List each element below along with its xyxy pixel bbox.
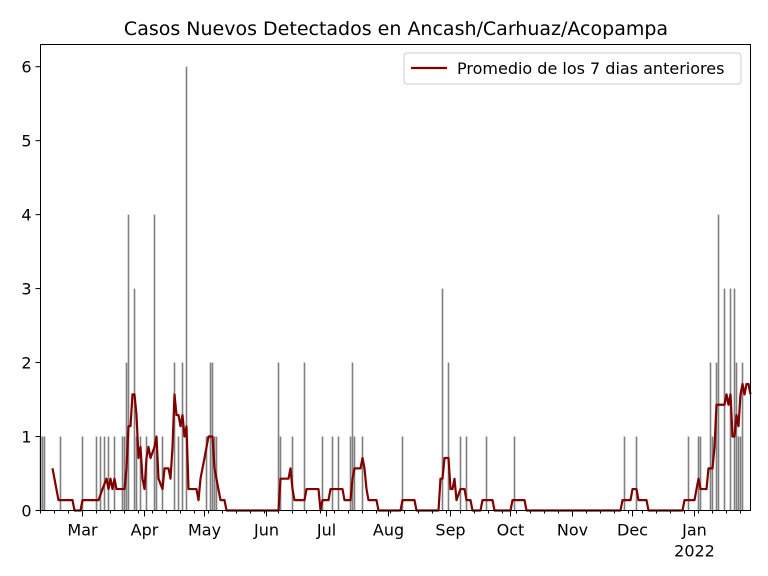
x-axis: Mar Apr May Jun Jul Aug Sep Oct Nov Dec Jan 2022	[40, 510, 741, 561]
bar-45	[465, 436, 468, 511]
x-tick-label-aug: Aug	[373, 521, 404, 540]
bar-8	[107, 436, 110, 511]
bar-44	[459, 436, 462, 511]
bar-47	[513, 436, 516, 511]
bar-63	[741, 362, 744, 511]
bar-32	[291, 436, 294, 511]
bars-group	[39, 66, 744, 511]
x-tick-label-nov: Nov	[557, 521, 588, 540]
bar-6	[99, 436, 102, 511]
bar-54	[711, 436, 714, 511]
bar-42	[441, 288, 444, 511]
bar-53	[709, 362, 712, 511]
bar-21	[173, 362, 176, 511]
bar-10	[121, 436, 124, 511]
bar-15	[135, 436, 138, 511]
bar-11	[123, 436, 126, 511]
bar-7	[103, 436, 106, 511]
bar-43	[447, 362, 450, 511]
bar-56	[717, 214, 720, 511]
bar-3	[59, 436, 62, 511]
y-tick-label-5: 5	[21, 132, 31, 151]
bar-59	[733, 288, 736, 511]
bar-24	[185, 66, 188, 511]
bar-12	[125, 362, 128, 511]
bar-62	[739, 436, 742, 511]
bar-30	[277, 362, 280, 511]
bar-36	[337, 436, 340, 511]
bar-52	[699, 436, 702, 511]
series-line-promedio	[51, 382, 752, 512]
bar-4	[81, 436, 84, 511]
y-tick-label-2: 2	[21, 354, 31, 373]
bar-48	[623, 436, 626, 511]
y-axis: 0 1 2 3 4 5 6	[21, 58, 41, 521]
bar-37	[349, 436, 352, 511]
bar-19	[155, 436, 158, 511]
bar-60	[735, 362, 738, 511]
bar-50	[687, 436, 690, 511]
bar-23	[181, 362, 184, 511]
x-tick-label-jan: Jan	[681, 521, 707, 540]
y-tick-label-0: 0	[21, 502, 31, 521]
legend-box	[403, 52, 742, 85]
x-tick-label-jul: Jul	[316, 521, 336, 540]
bar-13	[127, 214, 130, 511]
y-tick-label-4: 4	[21, 206, 31, 225]
x-tick-label-oct: Oct	[497, 521, 525, 540]
x-tick-label-sep: Sep	[435, 521, 465, 540]
bar-33	[303, 362, 306, 511]
bar-20	[161, 436, 164, 511]
x-tick-label-mar: Mar	[67, 521, 98, 540]
bar-5	[95, 436, 98, 511]
y-tick-label-1: 1	[21, 428, 31, 447]
bar-46	[485, 436, 488, 511]
x-year-label: 2022	[674, 542, 715, 561]
bar-40	[361, 436, 364, 511]
legend: Promedio de los 7 dias anteriores	[403, 52, 742, 85]
bar-49	[635, 436, 638, 511]
bar-41	[401, 436, 404, 511]
bar-31	[279, 436, 282, 511]
x-tick-label-jun: Jun	[253, 521, 279, 540]
bar-2	[43, 436, 46, 511]
bar-9	[113, 436, 116, 511]
bar-16	[139, 436, 142, 511]
bar-38	[351, 362, 354, 511]
bar-34	[321, 436, 324, 511]
y-tick-label-3: 3	[21, 280, 31, 299]
x-tick-label-may: May	[188, 521, 221, 540]
bar-35	[331, 436, 334, 511]
bar-55	[715, 362, 718, 511]
bar-51	[697, 436, 700, 511]
plot-frame	[40, 44, 751, 511]
bar-1	[41, 436, 44, 511]
bar-22	[177, 436, 180, 511]
chart-title: Casos Nuevos Detectados en Ancash/Carhua…	[124, 18, 668, 40]
bar-25	[205, 436, 208, 511]
y-tick-label-6: 6	[21, 58, 31, 77]
bar-18	[153, 214, 156, 511]
legend-entry-promedio: Promedio de los 7 dias anteriores	[457, 59, 724, 78]
x-tick-label-apr: Apr	[131, 521, 159, 540]
x-tick-label-dec: Dec	[617, 521, 648, 540]
bar-61	[737, 436, 740, 511]
